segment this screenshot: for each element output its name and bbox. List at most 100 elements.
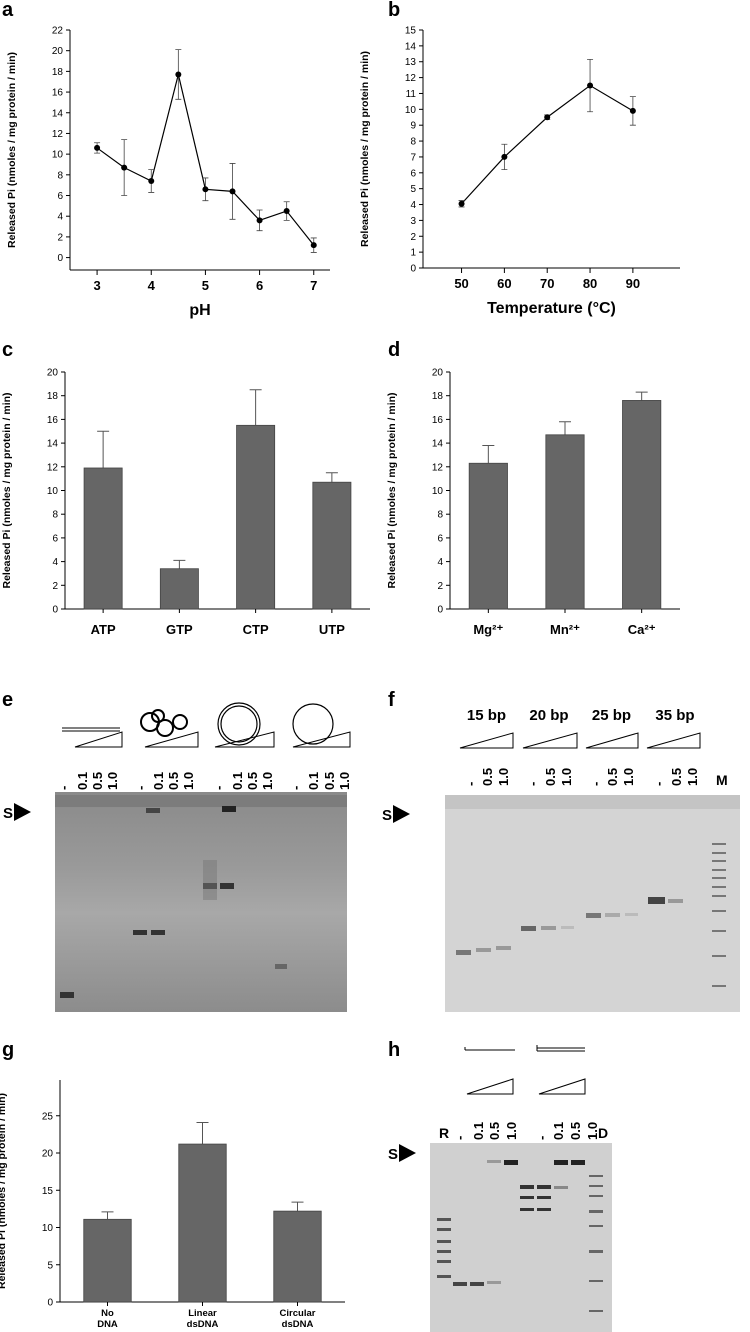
y-tick-label: 12: [405, 73, 417, 84]
data-point: [501, 153, 508, 160]
x-tick-label: No DNA: [97, 1308, 118, 1330]
y-tick-label: 10: [47, 486, 59, 497]
y-axis-title: Released Pi (nmoles / mg protein / min): [0, 1093, 8, 1289]
y-tick-label: 4: [410, 200, 416, 211]
y-tick-label: 0: [410, 264, 416, 275]
lane-label: -: [56, 786, 71, 790]
lane-label: 0.5: [322, 772, 337, 790]
x-tick-label: Linear dsDNA: [187, 1308, 219, 1330]
bar: [236, 424, 276, 610]
lane-label: 1.0: [559, 768, 574, 786]
lane-label: 1.0: [337, 772, 352, 790]
lane-label: 1.0: [260, 772, 275, 790]
bar: [178, 1143, 227, 1303]
y-tick-label: 8: [410, 137, 416, 148]
data-point: [202, 186, 209, 193]
lane-label: -: [133, 786, 148, 790]
lane-label: -: [534, 1136, 549, 1140]
bar: [622, 400, 662, 610]
lane-label: 0.5: [669, 768, 684, 786]
x-tick-label: 60: [497, 276, 511, 291]
x-tick-label: 90: [626, 276, 640, 291]
lane-label: 0.5: [543, 768, 558, 786]
group-label: 15 bp: [467, 707, 506, 724]
y-tick-label: 12: [52, 129, 64, 140]
lane-label: 1.0: [504, 1122, 519, 1140]
lane-label: 0.1: [306, 772, 321, 790]
lane-label: -: [288, 786, 303, 790]
y-tick-label: 4: [52, 557, 58, 568]
lane-label: 1.0: [621, 768, 636, 786]
lane-label: -: [463, 782, 478, 786]
x-tick-label: Circular dsDNA: [280, 1308, 316, 1330]
ladder-label: M: [716, 772, 728, 788]
error-bar: [325, 472, 338, 483]
lane-label: -: [525, 782, 540, 786]
y-tick-label: 18: [52, 67, 64, 78]
x-tick-label: 50: [454, 276, 468, 291]
y-tick-label: 0: [52, 605, 58, 616]
x-tick-label: CTP: [243, 622, 269, 637]
lane-label: 0.1: [471, 1122, 486, 1140]
panel-letter: b: [388, 0, 400, 21]
x-tick-label: ATP: [91, 622, 116, 637]
data-point: [121, 164, 128, 171]
y-tick-label: 0: [47, 1298, 53, 1309]
y-axis-title: Released Pi (nmoles / mg protein / min): [6, 52, 18, 248]
x-tick-label: UTP: [319, 622, 345, 637]
lane-label: 0.5: [480, 768, 495, 786]
y-tick-label: 2: [57, 232, 63, 243]
bar: [159, 568, 199, 610]
ladder-label: D: [598, 1125, 608, 1141]
error-bar: [249, 389, 262, 426]
x-tick-label: Mn²⁺: [550, 622, 580, 637]
error-bar: [101, 1211, 114, 1220]
error-bar: [173, 559, 186, 569]
y-tick-label: 8: [52, 510, 58, 521]
y-tick-label: 1: [410, 248, 416, 259]
y-tick-label: 14: [405, 41, 417, 52]
y-tick-label: 5: [47, 1260, 53, 1271]
y-tick-label: 14: [47, 439, 59, 450]
y-tick-label: 6: [57, 191, 63, 202]
bar: [83, 467, 123, 610]
lane-label: -: [588, 782, 603, 786]
data-point: [256, 217, 263, 224]
y-tick-label: 6: [437, 533, 443, 544]
y-tick-label: 20: [432, 368, 444, 379]
y-tick-label: 12: [432, 462, 444, 473]
data-point: [544, 114, 551, 121]
x-tick-label: 6: [256, 278, 263, 293]
y-tick-label: 12: [47, 462, 59, 473]
y-tick-label: 7: [410, 152, 416, 163]
y-tick-label: 20: [52, 46, 64, 57]
data-line: [461, 84, 634, 205]
y-tick-label: 18: [47, 391, 59, 402]
y-tick-label: 11: [406, 89, 417, 100]
y-tick-label: 5: [410, 184, 416, 195]
error-bar: [291, 1201, 304, 1212]
y-tick-label: 2: [410, 232, 416, 243]
data-point: [175, 71, 182, 78]
panel-letter: d: [388, 339, 400, 361]
lane-label: 0.5: [90, 772, 105, 790]
lane-label: -: [651, 782, 666, 786]
y-tick-label: 20: [47, 368, 59, 379]
panel-letter: e: [2, 689, 13, 711]
y-tick-label: 8: [57, 170, 63, 181]
error-bar: [196, 1121, 209, 1145]
y-tick-label: 0: [57, 253, 63, 264]
panel-letter: g: [2, 1039, 14, 1061]
x-tick-label: 5: [202, 278, 209, 293]
well-arrow: [393, 805, 410, 823]
gel-f-image: [445, 732, 740, 1012]
lane-label: 0.5: [605, 768, 620, 786]
group-label: 35 bp: [655, 707, 694, 724]
y-tick-label: 16: [432, 415, 444, 426]
y-tick-label: 4: [437, 557, 443, 568]
y-tick-label: 14: [52, 108, 64, 119]
lane-label: -: [452, 1136, 467, 1140]
lane-label: 0.1: [551, 1122, 566, 1140]
y-tick-label: 10: [405, 105, 417, 116]
error-bar: [97, 430, 110, 468]
